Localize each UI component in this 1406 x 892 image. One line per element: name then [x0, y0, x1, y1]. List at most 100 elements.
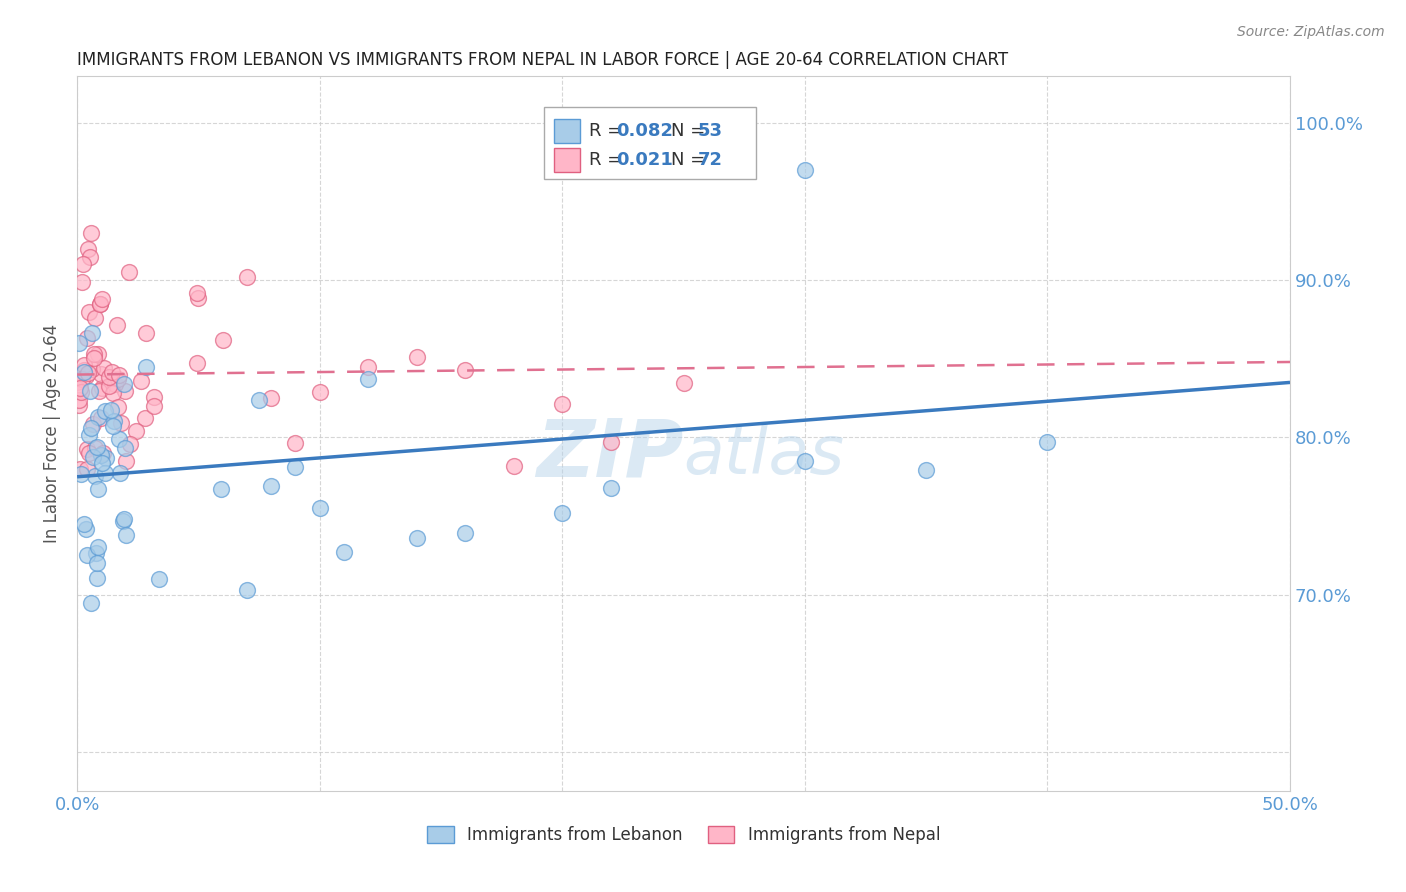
Point: [77, 242, 100, 256]
Point: [69, 467, 91, 481]
Point: [67, 392, 90, 407]
Point: [83, 346, 105, 360]
Point: [96, 450, 118, 465]
Point: [72, 258, 94, 272]
Point: [90, 410, 112, 425]
Point: [284, 460, 307, 475]
Point: [86, 440, 108, 454]
Point: [82, 326, 104, 340]
Point: [87, 346, 110, 360]
Point: [76, 330, 98, 344]
Point: [236, 583, 259, 598]
Point: [124, 424, 146, 438]
Point: [103, 418, 125, 433]
Point: [186, 356, 208, 370]
Point: [186, 285, 208, 300]
Y-axis label: In Labor Force | Age 20-64: In Labor Force | Age 20-64: [44, 324, 60, 543]
Point: [93, 360, 115, 375]
Point: [80, 362, 103, 376]
Point: [86, 540, 108, 554]
Point: [110, 416, 132, 430]
Point: [79, 250, 101, 264]
Text: R =: R =: [589, 152, 628, 169]
Point: [77, 304, 100, 318]
Point: [114, 528, 136, 542]
Point: [89, 297, 111, 311]
Point: [84, 546, 107, 560]
Point: [83, 351, 105, 365]
Point: [260, 479, 283, 493]
Point: [112, 376, 135, 391]
Point: [551, 397, 574, 411]
Point: [120, 437, 142, 451]
Point: [91, 380, 114, 394]
Point: [209, 482, 232, 496]
Point: [148, 572, 170, 586]
Point: [129, 374, 152, 388]
Point: [134, 411, 156, 425]
Point: [108, 368, 131, 382]
Point: [67, 335, 90, 350]
Point: [76, 442, 98, 456]
Point: [90, 448, 112, 462]
Point: [135, 326, 157, 340]
Point: [112, 512, 135, 526]
Point: [405, 531, 427, 545]
Point: [90, 367, 112, 381]
Point: [87, 384, 110, 398]
Point: [76, 366, 98, 380]
Point: [90, 456, 112, 470]
Point: [135, 359, 157, 374]
Point: [308, 385, 330, 400]
Point: [103, 414, 125, 428]
Point: [108, 432, 131, 446]
Point: [502, 459, 524, 474]
FancyBboxPatch shape: [544, 107, 756, 178]
Point: [672, 376, 695, 390]
Text: 0.021: 0.021: [616, 152, 672, 169]
Point: [69, 381, 91, 395]
Point: [89, 297, 111, 311]
Point: [454, 525, 477, 540]
Text: N =: N =: [672, 122, 711, 140]
Text: ZIP: ZIP: [536, 416, 683, 494]
Text: Source: ZipAtlas.com: Source: ZipAtlas.com: [1237, 25, 1385, 39]
Text: N =: N =: [672, 152, 711, 169]
Point: [73, 365, 96, 379]
Point: [104, 377, 127, 392]
Point: [97, 378, 120, 392]
Point: [115, 454, 138, 468]
Point: [260, 391, 283, 405]
Point: [91, 446, 114, 460]
Point: [107, 400, 129, 414]
Point: [73, 362, 96, 376]
Point: [83, 441, 105, 455]
Point: [69, 398, 91, 412]
Point: [87, 409, 110, 424]
Point: [80, 596, 103, 610]
Point: [72, 372, 94, 386]
Text: IMMIGRANTS FROM LEBANON VS IMMIGRANTS FROM NEPAL IN LABOR FORCE | AGE 20-64 CORR: IMMIGRANTS FROM LEBANON VS IMMIGRANTS FR…: [77, 51, 1008, 69]
Point: [599, 481, 621, 495]
Point: [284, 435, 307, 450]
Point: [69, 385, 91, 400]
Point: [454, 362, 477, 376]
Point: [73, 358, 96, 372]
Point: [83, 310, 105, 325]
Point: [75, 522, 97, 536]
Point: [86, 556, 108, 570]
Point: [142, 390, 165, 404]
Point: [101, 366, 124, 380]
Point: [110, 467, 132, 481]
Point: [211, 333, 233, 347]
Text: 53: 53: [699, 122, 723, 140]
Point: [1036, 434, 1059, 449]
Point: [793, 454, 815, 468]
Point: [915, 463, 938, 477]
Point: [75, 369, 97, 384]
Point: [87, 482, 110, 496]
Point: [80, 226, 103, 240]
Point: [142, 399, 165, 413]
FancyBboxPatch shape: [554, 120, 581, 143]
FancyBboxPatch shape: [554, 148, 581, 171]
